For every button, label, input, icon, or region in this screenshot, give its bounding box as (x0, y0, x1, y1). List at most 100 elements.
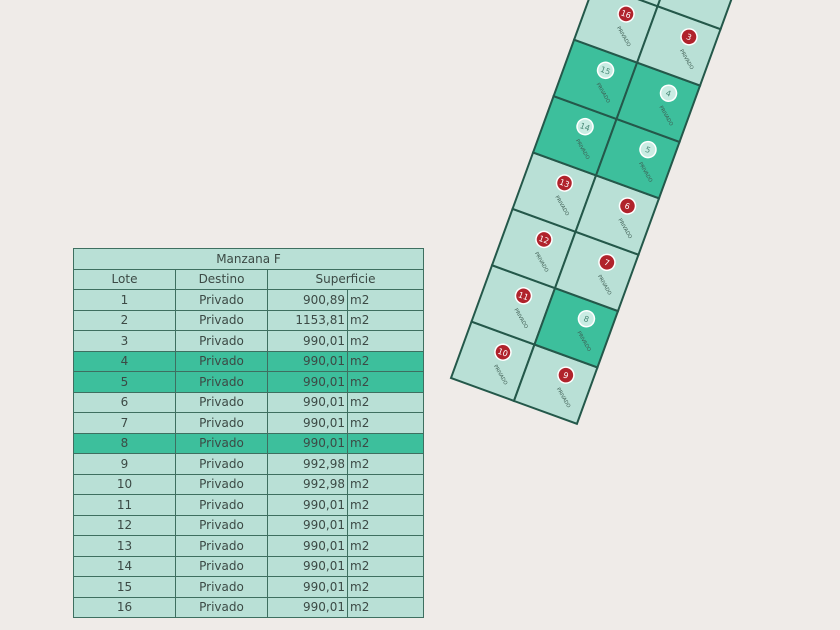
table-row: 2 Privado 1153,81 m2 (73, 309, 425, 331)
cell-unit: m2 (346, 412, 425, 434)
cell-unit: m2 (346, 330, 425, 352)
table-row: 15 Privado 990,01 m2 (73, 576, 425, 598)
cell-lote: 6 (73, 391, 176, 413)
cell-superficie: 990,01 (267, 514, 348, 536)
cell-destino: Privado (175, 412, 268, 434)
table-row: 4 Privado 990,01 m2 (73, 350, 425, 372)
cell-unit: m2 (346, 555, 425, 577)
table-row: 16 Privado 990,01 m2 (73, 596, 425, 618)
table-row: 8 Privado 990,01 m2 (73, 432, 425, 454)
cell-unit: m2 (346, 596, 425, 618)
lot-marker (639, 140, 657, 159)
cell-lote: 12 (73, 514, 176, 536)
cell-lote: 16 (73, 596, 176, 618)
table-row: 6 Privado 990,01 m2 (73, 391, 425, 413)
lot-marker (617, 5, 635, 23)
lot-marker (659, 84, 678, 102)
lot-number: 6 (623, 201, 631, 211)
header-destino: Destino (175, 268, 268, 290)
table-row: 14 Privado 990,01 m2 (73, 555, 425, 577)
cell-lote: 1 (73, 289, 176, 311)
lot-number: 5 (644, 145, 652, 155)
cell-lote: 4 (73, 350, 176, 372)
lot-marker (514, 287, 533, 305)
cell-superficie: 990,01 (267, 391, 348, 413)
table-row: 11 Privado 990,01 m2 (73, 494, 425, 516)
cell-destino: Privado (175, 453, 268, 475)
lot-number: 9 (562, 370, 570, 380)
lot-marker (557, 366, 575, 384)
cell-superficie: 990,01 (267, 412, 348, 434)
table-row: 13 Privado 990,01 m2 (73, 535, 425, 557)
table-row: 7 Privado 990,01 m2 (73, 412, 425, 434)
table-row: 9 Privado 992,98 m2 (73, 453, 425, 475)
cell-lote: 9 (73, 453, 176, 475)
cell-destino: Privado (175, 289, 268, 311)
cell-unit: m2 (346, 576, 425, 598)
cell-lote: 7 (73, 412, 176, 434)
lot-number: 16 (620, 8, 633, 20)
cell-lote: 13 (73, 535, 176, 557)
cell-unit: m2 (346, 494, 425, 516)
table-row: 5 Privado 990,01 m2 (73, 371, 425, 393)
cell-unit: m2 (346, 535, 425, 557)
cell-unit: m2 (346, 453, 425, 475)
lot-number: 13 (558, 178, 571, 190)
cell-superficie: 1153,81 (267, 309, 348, 331)
lot-marker (680, 28, 698, 46)
header-lote: Lote (73, 268, 176, 290)
cell-destino: Privado (175, 432, 268, 454)
cell-unit: m2 (346, 309, 425, 331)
cell-destino: Privado (175, 391, 268, 413)
cell-destino: Privado (175, 535, 268, 557)
cell-unit: m2 (346, 350, 425, 372)
lot-marker (618, 197, 637, 215)
lot-number: 8 (582, 314, 590, 324)
cell-superficie: 990,01 (267, 596, 348, 618)
cell-destino: Privado (175, 330, 268, 352)
lot-marker (576, 117, 594, 136)
lot-marker (535, 230, 553, 249)
cell-lote: 10 (73, 473, 176, 495)
table-row: 1 Privado 900,89 m2 (73, 289, 425, 311)
cell-superficie: 990,01 (267, 350, 348, 372)
lot-number: 11 (517, 290, 530, 302)
cell-destino: Privado (175, 473, 268, 495)
cell-superficie: 900,89 (267, 289, 348, 311)
lot-number: 7 (603, 258, 611, 268)
cell-unit: m2 (346, 289, 425, 311)
cell-superficie: 990,01 (267, 494, 348, 516)
cell-superficie: 992,98 (267, 473, 348, 495)
lot-number: 14 (579, 121, 592, 133)
cell-lote: 5 (73, 371, 176, 393)
cell-superficie: 990,01 (267, 432, 348, 454)
lot-number: 15 (599, 65, 612, 77)
lot-number: 4 (664, 89, 672, 99)
table-title: Manzana F (72, 248, 425, 270)
cell-destino: Privado (175, 514, 268, 536)
header-superficie: Superficie (266, 268, 425, 290)
lot-marker (596, 61, 615, 80)
cell-unit: m2 (346, 514, 425, 536)
lot-table: Manzana F Lote Destino Superficie 1 Priva… (72, 248, 425, 618)
cell-destino: Privado (175, 350, 268, 372)
table-row: 12 Privado 990,01 m2 (73, 514, 425, 536)
lot-marker (494, 343, 512, 361)
cell-destino: Privado (175, 309, 268, 331)
cell-unit: m2 (346, 391, 425, 413)
lot-cell[interactable] (656, 0, 743, 31)
cell-lote: 8 (73, 432, 176, 454)
cell-lote: 15 (73, 576, 176, 598)
cell-superficie: 990,01 (267, 330, 348, 352)
cell-superficie: 990,01 (267, 535, 348, 557)
cell-destino: Privado (175, 555, 268, 577)
lot-marker (577, 309, 596, 328)
lot-number: 10 (496, 347, 509, 359)
cell-destino: Privado (175, 494, 268, 516)
cell-lote: 11 (73, 494, 176, 516)
cell-destino: Privado (175, 576, 268, 598)
lot-marker (598, 253, 616, 272)
cell-unit: m2 (346, 371, 425, 393)
table-row: 10 Privado 992,98 m2 (73, 473, 425, 495)
